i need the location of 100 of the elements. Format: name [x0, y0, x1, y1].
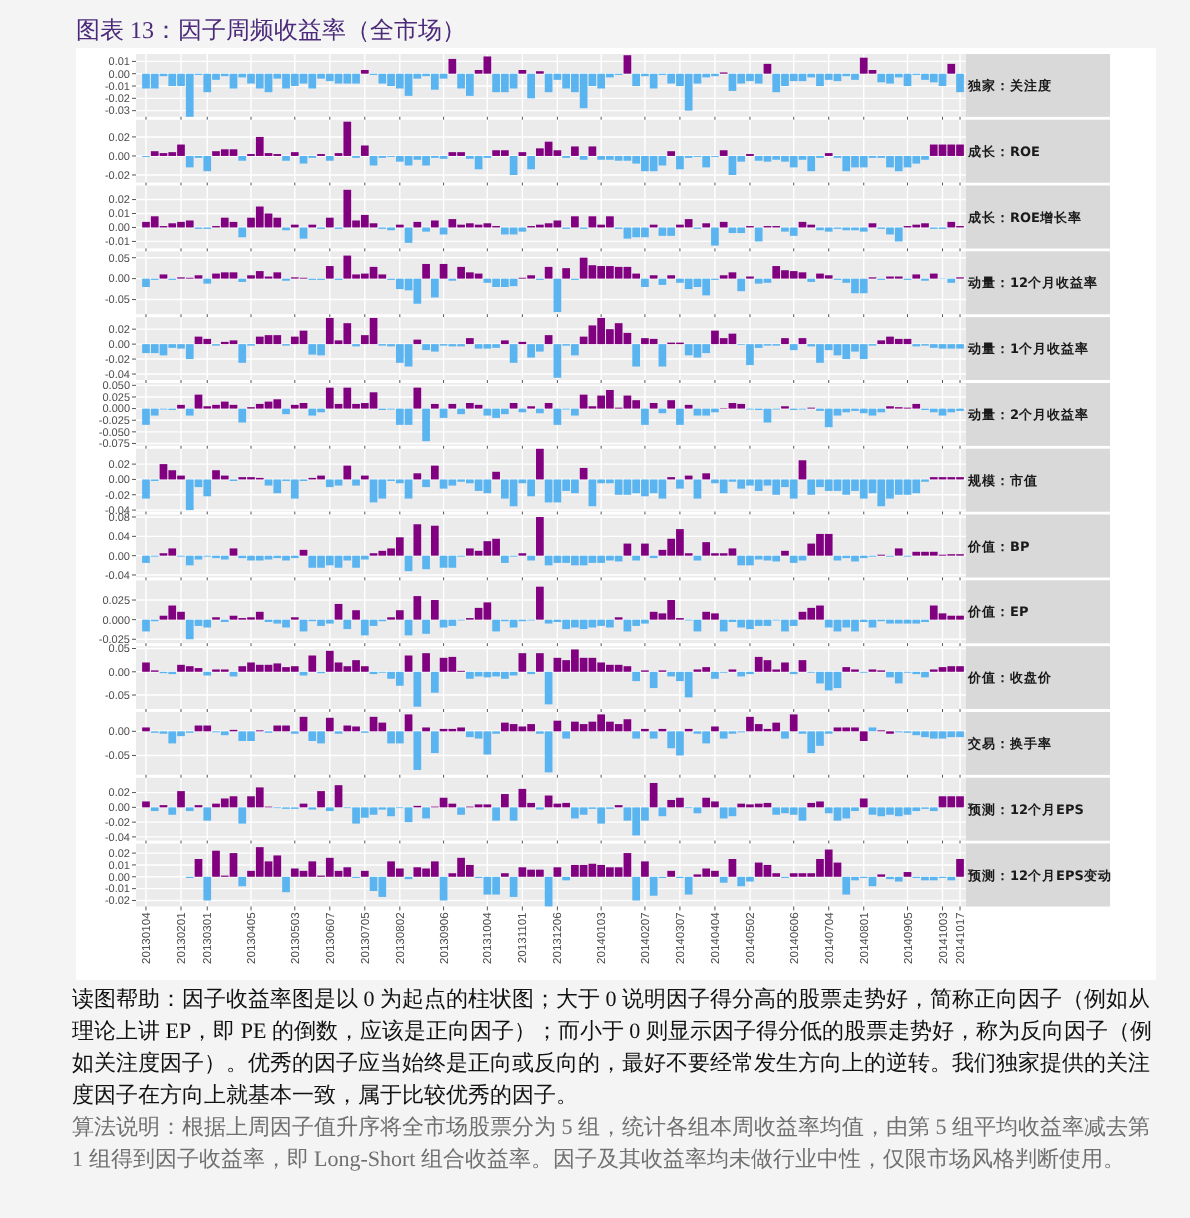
bar	[798, 611, 807, 620]
bar	[317, 791, 325, 808]
bar	[343, 465, 352, 480]
bar	[728, 227, 737, 234]
bar	[308, 408, 317, 416]
bar	[413, 339, 422, 345]
bar	[422, 479, 430, 488]
bar	[781, 338, 789, 345]
bar	[448, 58, 457, 74]
bar	[947, 221, 956, 228]
bar	[588, 216, 597, 228]
bar	[229, 548, 238, 556]
bar	[859, 278, 868, 294]
bar	[649, 782, 658, 808]
bar	[413, 473, 422, 480]
bar	[833, 344, 842, 356]
bar	[360, 870, 369, 877]
bar	[185, 73, 194, 117]
bar	[632, 619, 641, 626]
bar	[789, 555, 798, 563]
bar	[562, 802, 570, 808]
bar	[842, 155, 851, 172]
bar	[203, 73, 212, 93]
bar	[894, 479, 903, 495]
bar	[702, 797, 711, 808]
bar	[649, 731, 658, 739]
bar	[325, 217, 334, 228]
bar	[395, 537, 404, 556]
bar	[824, 671, 833, 691]
bar	[588, 325, 597, 345]
bar	[798, 338, 807, 345]
bar	[824, 849, 833, 877]
bar	[334, 603, 343, 620]
bar	[737, 403, 746, 409]
bar	[684, 344, 693, 356]
bar	[229, 796, 238, 808]
bar	[483, 56, 492, 74]
bar	[483, 541, 492, 556]
bar	[168, 807, 177, 815]
bar	[439, 263, 448, 279]
bar	[527, 73, 535, 99]
bar	[343, 73, 352, 84]
bar	[676, 408, 684, 425]
bar	[369, 392, 378, 409]
bar	[369, 807, 378, 815]
bar	[772, 479, 781, 495]
bar	[439, 227, 448, 235]
bar	[737, 876, 746, 887]
bar	[203, 807, 212, 821]
bar	[877, 807, 886, 817]
bar	[719, 479, 728, 494]
bar	[448, 555, 457, 568]
bar	[185, 666, 194, 672]
bar	[571, 216, 579, 228]
bar	[255, 403, 264, 409]
bar	[912, 479, 921, 494]
bar	[448, 403, 457, 409]
bar	[343, 619, 352, 630]
bar	[658, 807, 667, 817]
bar	[536, 148, 544, 156]
bar	[807, 607, 816, 620]
bar	[754, 724, 763, 732]
bar	[702, 611, 711, 620]
bar	[439, 657, 448, 672]
bar	[702, 344, 711, 354]
bar	[667, 799, 676, 808]
bar	[571, 721, 579, 732]
bar	[255, 206, 264, 228]
bar	[325, 155, 334, 161]
bar	[168, 605, 177, 620]
bar	[728, 403, 737, 409]
bar	[588, 146, 597, 156]
bar	[553, 220, 562, 228]
bar	[623, 227, 632, 239]
bar	[369, 266, 378, 279]
bar	[772, 722, 781, 732]
bar	[238, 227, 247, 238]
bar	[544, 403, 553, 409]
bar	[325, 387, 334, 409]
bar	[536, 517, 544, 556]
bar	[929, 731, 938, 739]
bar	[413, 731, 422, 770]
bar	[737, 479, 746, 489]
bar	[395, 610, 404, 620]
bar	[501, 227, 509, 235]
bar	[842, 479, 851, 495]
bar	[334, 785, 343, 808]
bar	[728, 155, 737, 175]
bar	[273, 335, 282, 345]
bar	[255, 847, 264, 877]
text: 算法说明：根据上周因子值升序将全市场股票分为 5 组，统计各组本周收益率均值，由第 5 组平均收益率减去第 1 组得到因子收益率，即 Long-Short 组合收益率。因子及其收益率均未做行业中性，仅限市场风格判断使用。	[72, 1113, 1152, 1176]
bar	[413, 524, 422, 556]
bar	[614, 266, 623, 279]
bar	[719, 221, 728, 228]
bar	[553, 479, 562, 503]
bar	[667, 73, 676, 84]
bar	[299, 549, 308, 556]
bar	[912, 403, 921, 409]
bar	[693, 807, 702, 814]
bar	[378, 479, 387, 499]
